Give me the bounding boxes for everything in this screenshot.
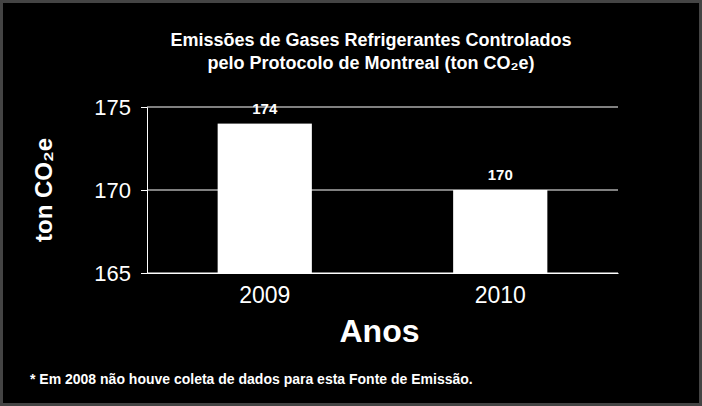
bar	[218, 124, 312, 273]
x-axis: 2009 2010	[148, 273, 619, 308]
title: pelo Protocolo de Montreal (ton CO₂e)	[208, 53, 535, 73]
y-tick-label: 170	[94, 178, 131, 203]
background	[2, 2, 701, 405]
y-tick: 175	[94, 95, 147, 120]
title: Emissões de Gases Refrigerantes Controla…	[170, 30, 571, 50]
y-tick-label: 165	[94, 261, 131, 286]
grid	[147, 107, 618, 273]
chart: Emissões de Gases Refrigerantes Controla…	[0, 0, 702, 406]
plot: 174 170 165 170 175 2009 2010	[94, 95, 618, 309]
y-tick-mark	[141, 273, 147, 274]
data-labels: 174 170	[252, 100, 513, 183]
y-tick: 170	[94, 178, 147, 203]
y-axis: 165 170 175	[94, 95, 147, 286]
bars	[218, 124, 548, 273]
y-tick-mark	[141, 190, 147, 191]
y-axis-title: ton CO₂e	[30, 138, 57, 242]
x-tick-label: 2009	[239, 282, 290, 308]
x-tick: 2010	[475, 273, 526, 308]
x-tick: 2009	[239, 273, 290, 308]
y-tick-mark	[141, 107, 147, 108]
bar	[453, 190, 547, 273]
y-axis-line	[141, 108, 148, 274]
data-label: 170	[488, 166, 513, 183]
data-label: 174	[252, 100, 278, 117]
y-tick-label: 175	[94, 95, 131, 120]
x-axis-title: Anos	[340, 313, 420, 349]
annotation: * Em 2008 não houve coleta de dados para…	[30, 371, 473, 387]
x-tick-label: 2010	[475, 282, 526, 308]
x-axis-line	[148, 273, 619, 274]
grid-line	[147, 107, 618, 108]
y-tick: 165	[94, 261, 147, 286]
